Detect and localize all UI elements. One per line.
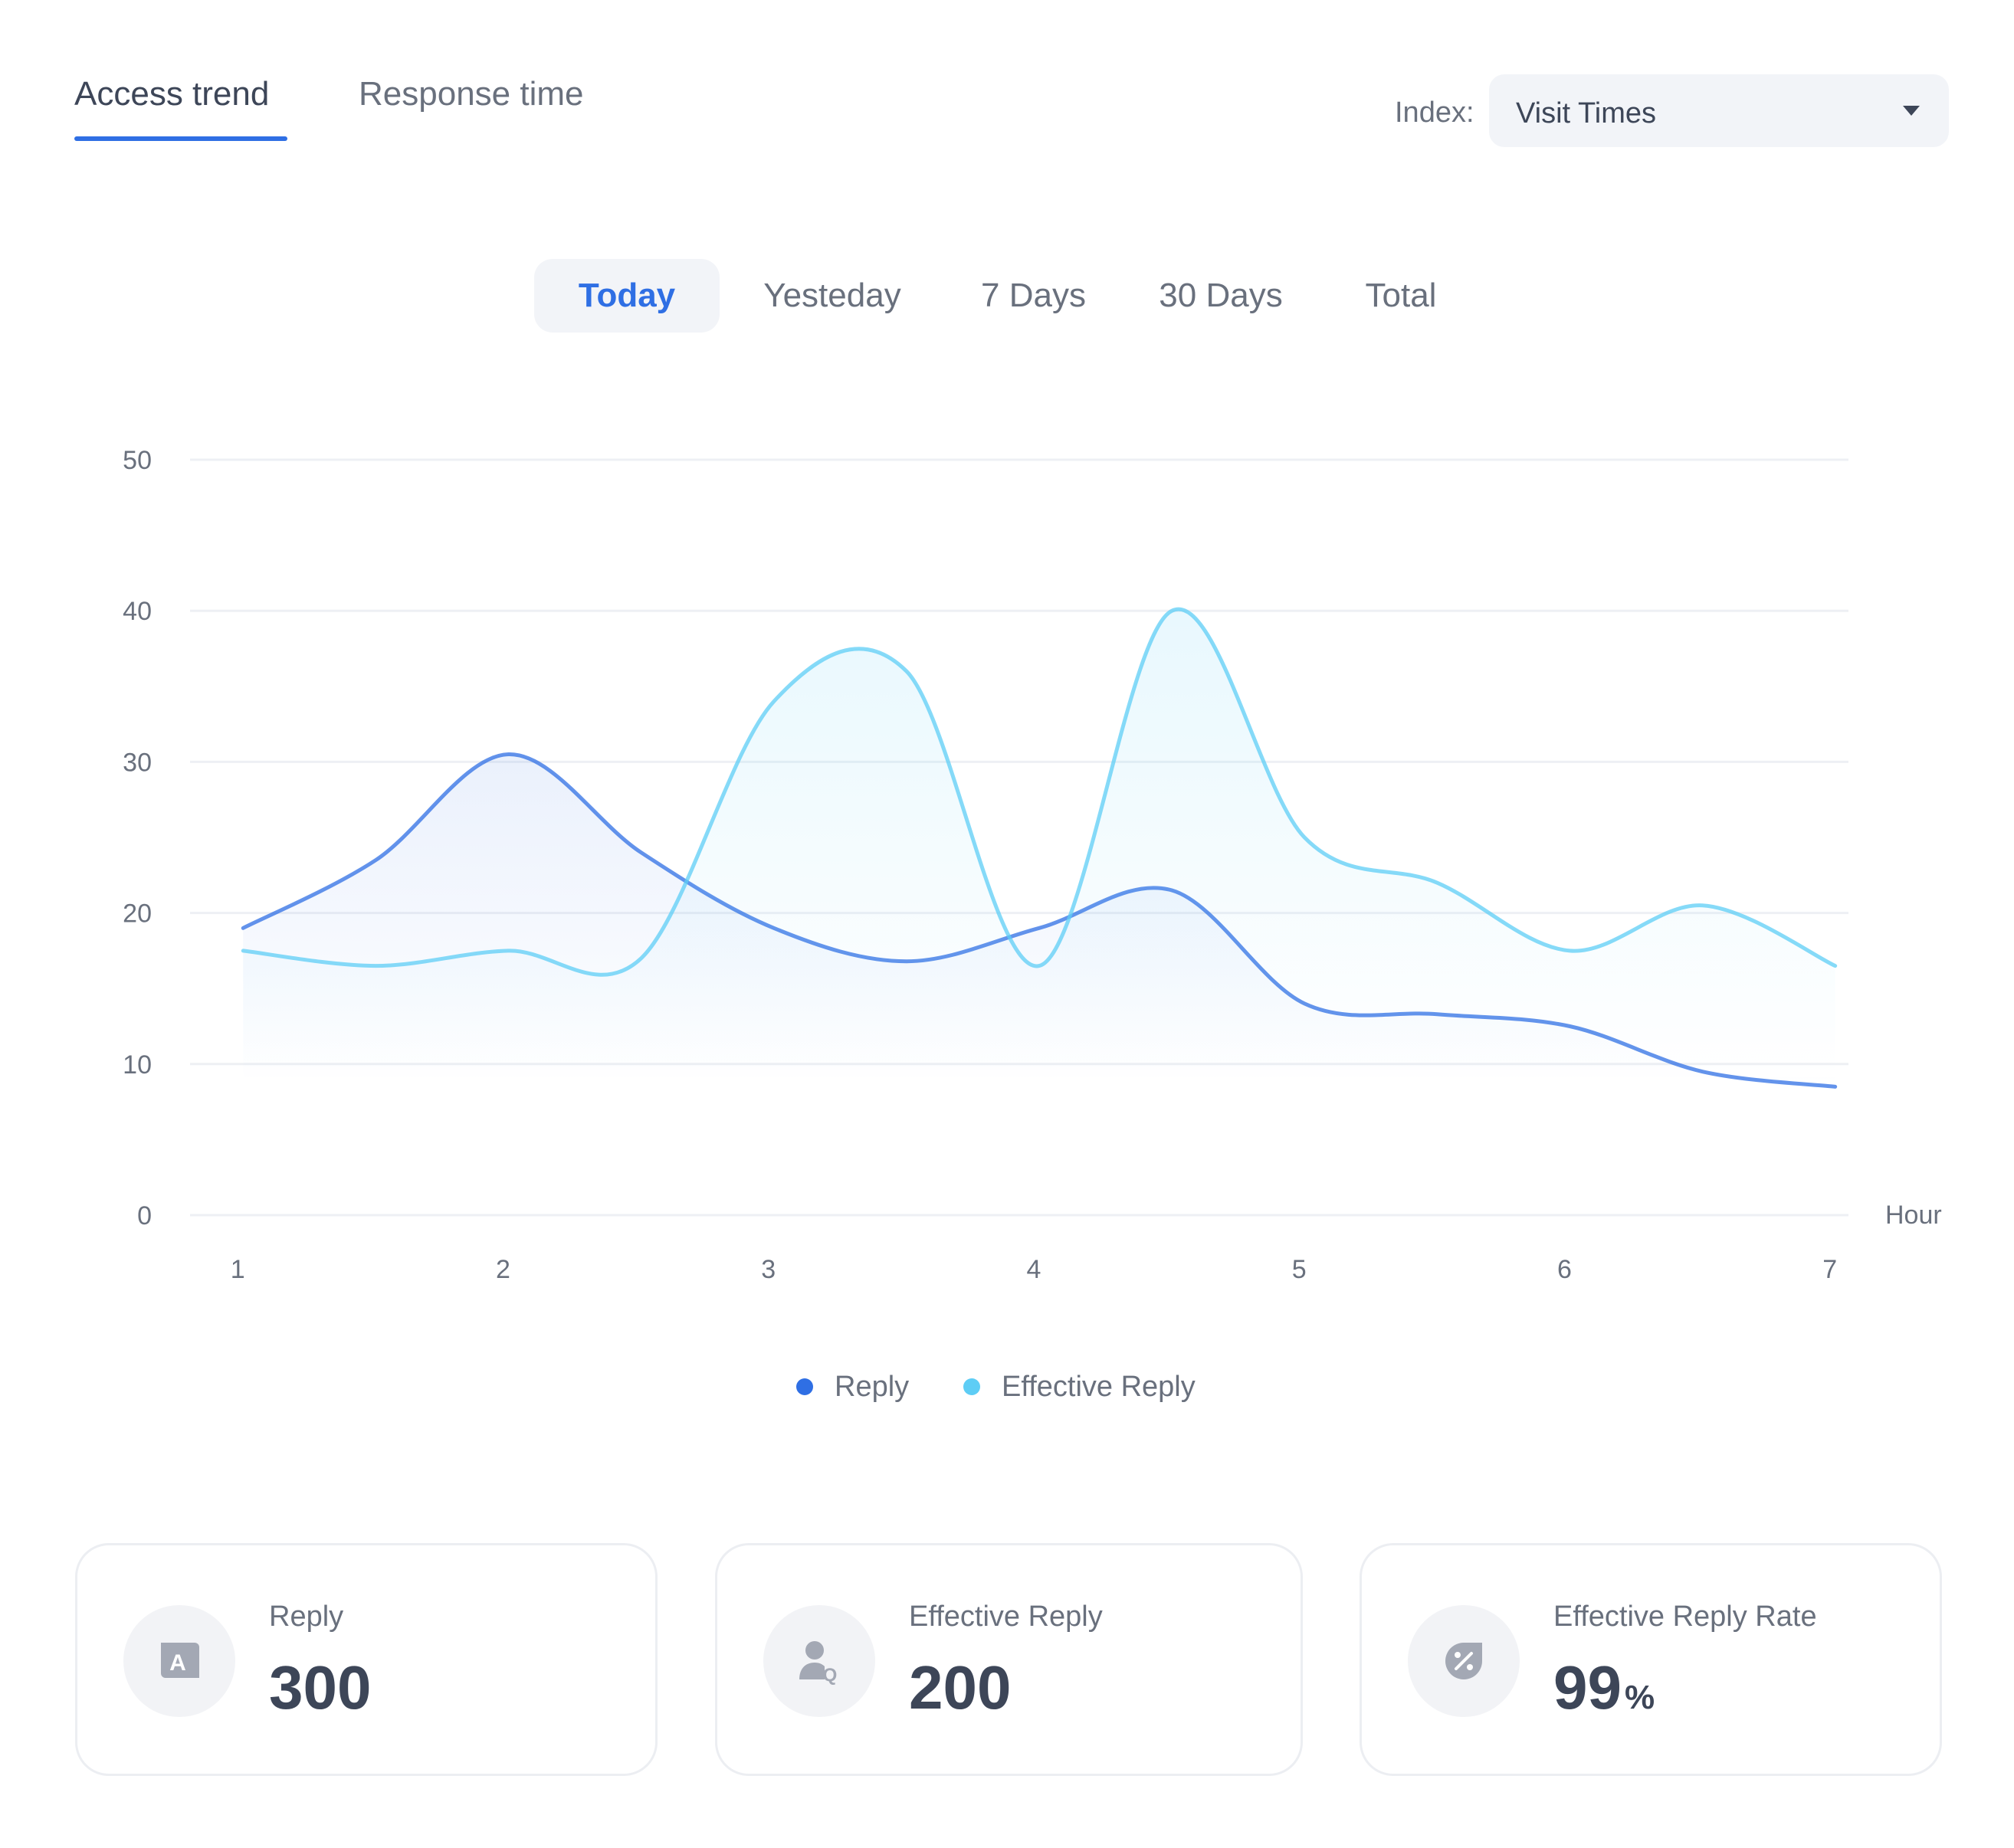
index-selected-value: Visit Times bbox=[1516, 97, 1657, 129]
stat-value-effective-reply-rate: 99% bbox=[1553, 1653, 1655, 1723]
series-line-effective-reply bbox=[241, 607, 1838, 977]
legend-item-effective-reply[interactable]: Effective Reply bbox=[963, 1368, 1196, 1406]
legend-item-reply[interactable]: Reply bbox=[796, 1368, 909, 1406]
legend-label-effective-reply: Effective Reply bbox=[1002, 1370, 1196, 1403]
x-tick-label: 6 bbox=[1557, 1255, 1572, 1284]
stat-value-reply: 300 bbox=[269, 1653, 372, 1722]
caret-down-icon bbox=[1903, 106, 1920, 116]
stat-label-effective-reply-rate: Effective Reply Rate bbox=[1553, 1601, 1817, 1633]
range-tab-total[interactable]: Total bbox=[1365, 277, 1437, 314]
x-tick-label: 2 bbox=[496, 1255, 510, 1284]
index-label: Index: bbox=[1395, 97, 1474, 129]
x-tick-label: 5 bbox=[1292, 1255, 1307, 1284]
user-question-icon: Q bbox=[763, 1605, 875, 1717]
y-tick-label: 30 bbox=[123, 748, 152, 777]
index-select[interactable]: Visit Times bbox=[1489, 74, 1949, 147]
x-tick-label: 1 bbox=[231, 1255, 245, 1284]
tab-access-trend[interactable]: Access trend bbox=[74, 75, 270, 113]
active-tab-indicator bbox=[74, 136, 287, 141]
range-tab-today[interactable]: Today bbox=[534, 259, 720, 333]
range-tab-30-days[interactable]: 30 Days bbox=[1159, 277, 1283, 314]
range-tab-yesterday[interactable]: Yesteday bbox=[763, 277, 901, 314]
stat-card-effective-reply-rate: Effective Reply Rate 99% bbox=[1360, 1543, 1942, 1776]
y-tick-label: 0 bbox=[137, 1201, 152, 1230]
x-tick-label: 4 bbox=[1027, 1255, 1041, 1284]
stat-rate-unit: % bbox=[1624, 1679, 1655, 1716]
y-tick-label: 40 bbox=[123, 597, 152, 626]
stat-label-reply: Reply bbox=[269, 1601, 344, 1633]
stat-value-effective-reply: 200 bbox=[909, 1653, 1012, 1722]
answer-icon: A bbox=[123, 1605, 235, 1717]
legend-dot-effective-reply bbox=[963, 1378, 980, 1395]
access-trend-chart: 0 10 20 30 40 50 1 2 3 4 5 6 7 Hour bbox=[123, 446, 1942, 1284]
stat-rate-number: 99 bbox=[1553, 1653, 1622, 1722]
svg-text:A: A bbox=[169, 1650, 186, 1676]
x-axis-label: Hour bbox=[1885, 1201, 1942, 1230]
y-tick-label: 50 bbox=[123, 446, 152, 475]
range-tab-7-days[interactable]: 7 Days bbox=[981, 277, 1086, 314]
stat-label-effective-reply: Effective Reply bbox=[909, 1601, 1103, 1633]
stat-card-effective-reply: Q Effective Reply 200 bbox=[715, 1543, 1303, 1776]
y-tick-label: 20 bbox=[123, 899, 152, 929]
stat-card-reply: A Reply 300 bbox=[75, 1543, 658, 1776]
svg-text:Q: Q bbox=[823, 1665, 838, 1686]
legend-label-reply: Reply bbox=[835, 1370, 910, 1403]
percent-icon bbox=[1408, 1605, 1520, 1717]
y-tick-label: 10 bbox=[123, 1050, 152, 1080]
x-tick-label: 3 bbox=[761, 1255, 776, 1284]
x-tick-label: 7 bbox=[1822, 1255, 1837, 1284]
tab-response-time[interactable]: Response time bbox=[359, 75, 584, 113]
legend-dot-reply bbox=[796, 1378, 813, 1395]
